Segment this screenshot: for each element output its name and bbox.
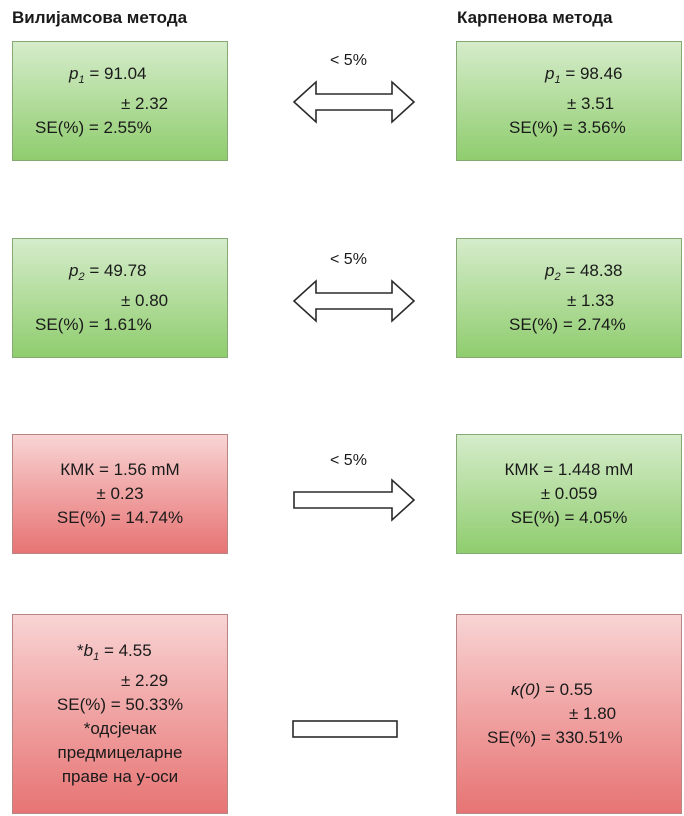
box-williams-kmk: КМК = 1.56 mM ± 0.23 SE(%) = 14.74% <box>12 434 228 554</box>
note-line-3: праве на у-оси <box>61 767 179 786</box>
var-p: p <box>69 261 79 280</box>
se-p1-williams: SE(%) = 2.55% <box>35 118 152 137</box>
subscript: 2 <box>78 271 85 283</box>
value-p2-williams: = 49.78 <box>84 261 147 280</box>
box-williams-p1: p1 = 91.04 ± 2.32 SE(%) = 2.55% <box>12 41 228 161</box>
note-line-2: предмицеларне <box>57 743 183 762</box>
var-kappa0: κ(0) <box>511 680 541 699</box>
subscript: 2 <box>554 271 561 283</box>
var-p: p <box>545 261 555 280</box>
empty-connector-b1 <box>292 720 398 738</box>
se-kmk-karpen: SE(%) = 4.05% <box>510 508 628 527</box>
value-p2-karpen: = 48.38 <box>560 261 623 280</box>
error-p2-karpen: ± 1.33 <box>567 291 615 310</box>
box-williams-p2: p2 = 49.78 ± 0.80 SE(%) = 1.61% <box>12 238 228 358</box>
error-p2-williams: ± 0.80 <box>121 291 169 310</box>
double-arrow-p1 <box>292 80 416 124</box>
se-kappa0-karpen: SE(%) = 330.51% <box>487 728 623 747</box>
value-kmk-karpen: КМК = 1.448 mM <box>504 460 634 479</box>
heading-karpen-method: Карпенова метода <box>457 8 613 27</box>
error-p1-williams: ± 2.32 <box>121 94 169 113</box>
formula-p2-williams: p2 = 49.78 <box>13 259 227 289</box>
asterisk: * <box>77 641 84 660</box>
double-arrow-p2 <box>292 279 416 323</box>
connector-label-p1: < 5% <box>330 52 367 69</box>
box-karpen-p2: p2 = 48.38 ± 1.33 SE(%) = 2.74% <box>456 238 682 358</box>
box-karpen-kmk: КМК = 1.448 mM ± 0.059 SE(%) = 4.05% <box>456 434 682 554</box>
formula-b1-williams: *b1 = 4.55 <box>13 639 227 669</box>
se-b1-williams: SE(%) = 50.33% <box>56 695 184 714</box>
var-p: p <box>545 64 555 83</box>
value-b1-williams: = 4.55 <box>99 641 152 660</box>
subscript: 1 <box>93 651 100 663</box>
value-kmk-williams: КМК = 1.56 mM <box>60 460 180 479</box>
subscript: 1 <box>554 74 561 86</box>
value-p1-williams: = 91.04 <box>84 64 147 83</box>
value-p1-karpen: = 98.46 <box>560 64 623 83</box>
box-williams-b1: *b1 = 4.55 ± 2.29 SE(%) = 50.33% *одсјеч… <box>12 614 228 814</box>
formula-p1-karpen: p1 = 98.46 <box>457 62 681 92</box>
subscript: 1 <box>78 74 85 86</box>
error-kappa0-karpen: ± 1.80 <box>569 704 617 723</box>
value-kappa0-karpen: = 0.55 <box>540 680 593 699</box>
error-kmk-williams: ± 0.23 <box>96 484 144 503</box>
connector-label-kmk: < 5% <box>330 452 367 469</box>
se-p2-williams: SE(%) = 1.61% <box>35 315 152 334</box>
note-line-1: *одсјечак <box>83 719 157 738</box>
formula-p2-karpen: p2 = 48.38 <box>457 259 681 289</box>
connector-label-p2: < 5% <box>330 251 367 268</box>
formula-kappa0-karpen: κ(0) = 0.55 <box>457 678 681 702</box>
box-karpen-kappa0: κ(0) = 0.55 ± 1.80 SE(%) = 330.51% <box>456 614 682 814</box>
error-kmk-karpen: ± 0.059 <box>540 484 598 503</box>
se-p1-karpen: SE(%) = 3.56% <box>509 118 626 137</box>
heading-williams-method: Вилијамсова метода <box>12 8 188 27</box>
error-p1-karpen: ± 3.51 <box>567 94 615 113</box>
right-arrow-kmk <box>293 478 416 522</box>
var-p: p <box>69 64 79 83</box>
box-karpen-p1: p1 = 98.46 ± 3.51 SE(%) = 3.56% <box>456 41 682 161</box>
se-p2-karpen: SE(%) = 2.74% <box>509 315 626 334</box>
formula-p1-williams: p1 = 91.04 <box>13 62 227 92</box>
se-kmk-williams: SE(%) = 14.74% <box>56 508 184 527</box>
var-b: b <box>83 641 94 660</box>
error-b1-williams: ± 2.29 <box>121 671 169 690</box>
